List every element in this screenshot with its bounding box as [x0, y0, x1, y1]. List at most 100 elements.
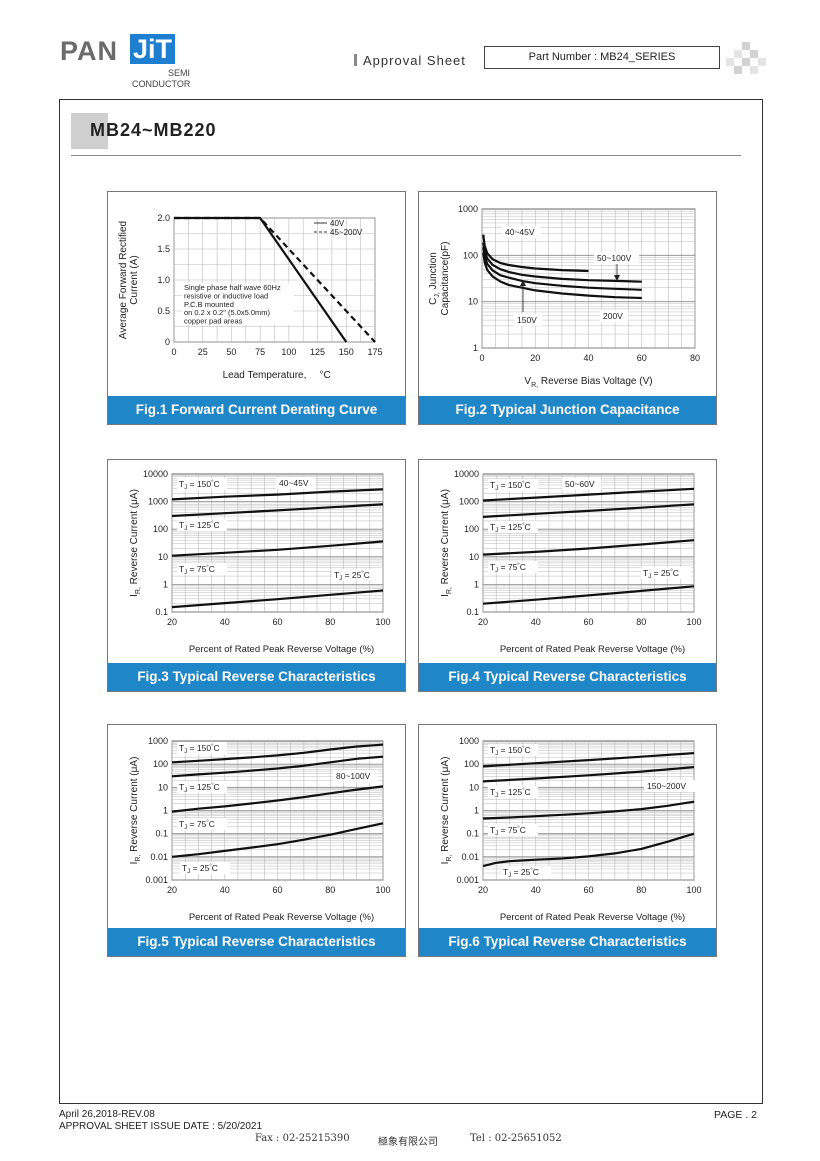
series-line-125 [171, 503, 384, 518]
y-axis-label-line: Average Forward Rectified [118, 221, 129, 339]
tj-label: TJ = 75°C [490, 825, 526, 837]
y-tick-label: 10 [469, 782, 479, 792]
y-tick-label: 0.5 [157, 306, 170, 316]
y-axis-label-line: CJ, Junction [428, 252, 441, 305]
legend-label: 45~200V [330, 228, 363, 237]
y-tick-label: 1000 [459, 736, 479, 746]
x-tick-label: 80 [690, 353, 700, 363]
y-tick-label: 0 [165, 337, 170, 347]
series-line-25 [482, 585, 695, 605]
y-axis-label-line: Capacitance(pF) [440, 242, 451, 316]
y-tick-label: 0.001 [456, 875, 479, 885]
x-tick-label: 20 [167, 617, 177, 627]
x-axis-label: Percent of Rated Peak Reverse Voltage (%… [500, 644, 685, 655]
logo-jit-text: JiT [130, 34, 176, 64]
y-tick-label: 1.0 [157, 275, 170, 285]
tj-label: TJ = 150°C [490, 480, 531, 492]
fig6-caption: Fig.6 Typical Reverse Characteristics [419, 928, 716, 956]
series-line-125 [482, 503, 695, 518]
footer-fax: Fax : 02-25215390 [255, 1133, 350, 1144]
x-tick-label: 50 [226, 347, 236, 357]
y-tick-label: 0.01 [461, 852, 479, 862]
x-axis-label: Percent of Rated Peak Reverse Voltage (%… [500, 912, 685, 923]
x-tick-label: 60 [583, 885, 593, 895]
tj-label: TJ = 150°C [490, 745, 531, 757]
x-tick-label: 75 [255, 347, 265, 357]
tj-label-bg [177, 818, 227, 830]
x-tick-label: 150 [339, 347, 354, 357]
x-tick-label: 20 [530, 353, 540, 363]
fig1-panel: 0 25 50 75 100 125 150 175 0 0.5 1.0 1.5 2.0 Lead Tem… [107, 191, 406, 425]
tj-label: TJ = 150°C [179, 479, 220, 491]
y-tick-label: 1.5 [157, 244, 170, 254]
series-line-75 [171, 540, 384, 557]
tj-label-bg [488, 824, 538, 836]
fig4-panel: 20 40 60 80 100 0.1 1 10 100 1000 10000 Percent of … [418, 459, 717, 692]
x-tick-label: 80 [325, 885, 335, 895]
fig2-chart: 0 20 40 60 80 1 10 100 1000 VR, Reverse Bias Volt… [428, 204, 700, 389]
tj-label: TJ = 75°C [179, 564, 215, 576]
fig6-panel: 20 40 60 80 100 0.001 0.01 0.1 1 10 100 1000 Percent… [418, 724, 717, 957]
tj-label-bg [177, 781, 227, 793]
y-tick-label: 10000 [143, 469, 168, 479]
device-label-bg [644, 780, 695, 792]
x-tick-label: 60 [583, 617, 593, 627]
arrow-head-icon [520, 280, 526, 286]
tj-label: TJ = 75°C [490, 562, 526, 574]
x-tick-label: 20 [478, 617, 488, 627]
annotation-line: P.C.B mounted [184, 300, 234, 309]
tj-label: TJ = 150°C [179, 743, 220, 755]
y-tick-label: 0.001 [145, 875, 168, 885]
series-line-150 [171, 743, 384, 764]
tj-label-bg [177, 478, 227, 490]
annotation-line: resistive or inductive load [184, 291, 268, 300]
y-tick-label: 10 [468, 297, 478, 307]
device-voltage-label: 50~60V [565, 479, 595, 489]
approval-sheet-label: Approval Sheet [354, 53, 466, 68]
tj-label-bg [488, 521, 538, 533]
series-line-50100V [482, 242, 642, 283]
footer-issue-date: APPROVAL SHEET ISSUE DATE : 5/20/2021 [59, 1121, 263, 1132]
x-tick-label: 60 [637, 353, 647, 363]
y-tick-label: 0.01 [150, 852, 168, 862]
fig3-panel: 20 40 60 80 100 0.1 1 10 100 1000 10000 Percent of … [107, 459, 406, 692]
y-axis-label-line: Current (A) [129, 255, 140, 304]
y-tick-label: 1000 [459, 497, 479, 507]
tj-label: TJ = 25°C [334, 570, 370, 582]
curve-label-bg [502, 226, 542, 238]
tj-label-bg [488, 786, 538, 798]
x-tick-label: 80 [325, 617, 335, 627]
tj-label-bg [488, 744, 538, 756]
y-axis-label-line: IR, Reverse Current (μA) [440, 757, 453, 865]
y-tick-label: 100 [464, 759, 479, 769]
x-tick-label: 175 [367, 347, 382, 357]
tj-label-bg [501, 866, 551, 878]
series-line-125 [171, 755, 384, 778]
annotation-bg [182, 283, 294, 325]
y-tick-label: 100 [464, 524, 479, 534]
y-tick-label: 2.0 [157, 213, 170, 223]
y-tick-label: 1 [474, 806, 479, 816]
x-tick-label: 40 [583, 353, 593, 363]
series-line-25 [171, 589, 384, 609]
tj-label: TJ = 125°C [179, 782, 220, 794]
approval-sheet-text: Approval Sheet [363, 53, 466, 68]
curve-label-bg [600, 310, 629, 322]
x-tick-label: 60 [272, 617, 282, 627]
logo-sub-conductor: CONDUCTOR [132, 79, 191, 89]
logo-sub-semi: SEMI [168, 68, 191, 78]
x-tick-label: 100 [375, 885, 390, 895]
y-tick-label: 0.1 [466, 829, 479, 839]
curve-label-bg [514, 314, 543, 326]
y-tick-label: 10000 [454, 469, 479, 479]
annotation-line: copper pad areas [184, 317, 243, 326]
series-line-125 [482, 766, 695, 783]
x-tick-label: 80 [636, 885, 646, 895]
fig2-caption: Fig.2 Typical Junction Capacitance [419, 396, 716, 424]
tj-label: TJ = 125°C [179, 520, 220, 532]
approval-bar-icon [354, 54, 357, 66]
x-tick-label: 25 [198, 347, 208, 357]
y-axis-label-line: IR, Reverse Current (μA) [129, 757, 142, 865]
series-line-150 [482, 487, 695, 502]
x-tick-label: 40 [531, 617, 541, 627]
